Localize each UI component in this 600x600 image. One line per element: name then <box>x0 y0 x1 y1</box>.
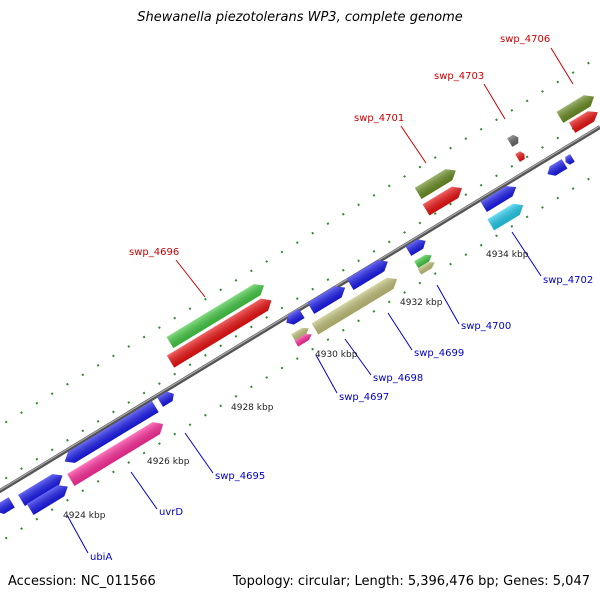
gene-label-swp-4702[interactable]: swp_4702 <box>543 275 593 286</box>
gene-swp-4697-c-shading <box>291 327 309 342</box>
gene-label-swp-4695[interactable]: swp_4695 <box>215 471 265 482</box>
gene-label-swp-4701[interactable]: swp_4701 <box>354 113 404 124</box>
gene-swp-4703-cds-shading <box>515 151 525 162</box>
gene-label-ubia[interactable]: ubiA <box>90 552 112 563</box>
gene-label-swp-4697[interactable]: swp_4697 <box>339 392 389 403</box>
kbp-label: 4924 kbp <box>63 511 106 521</box>
kbp-label: 4932 kbp <box>400 298 443 308</box>
gene-swp-4697-shading <box>294 334 312 347</box>
gene-features <box>0 95 598 515</box>
gene-swp-4701-cds-shading <box>422 186 462 216</box>
gene-labels: swp_4706 swp_4703 swp_4701 swp_4696 swp_… <box>90 34 593 563</box>
gene-label-swp-4698[interactable]: swp_4698 <box>373 373 423 384</box>
gene-swp-4703-shading <box>507 134 519 147</box>
kbp-scale-labels: 4924 kbp 4926 kbp 4928 kbp 4930 kbp 4932… <box>63 250 529 521</box>
leader-ubia <box>66 514 89 554</box>
leader-swp-4703 <box>483 83 506 120</box>
gene-label-uvrd[interactable]: uvrD <box>159 507 183 518</box>
gene-swp-4700-shading <box>417 262 435 275</box>
gene-ubiA-b-shading <box>18 474 63 507</box>
middle-tick-ring <box>0 111 600 484</box>
kbp-label: 4934 kbp <box>486 250 529 260</box>
leader-swp-4701 <box>400 125 427 164</box>
gene-label-swp-4700[interactable]: swp_4700 <box>461 321 511 332</box>
gene-swp-4697-b-shading <box>286 308 305 325</box>
leader-uvrd <box>130 471 158 510</box>
kbp-label: 4930 kbp <box>315 350 358 360</box>
gene-swp-4699-b-shading <box>346 260 388 290</box>
gene-swp-4704-shading <box>547 159 568 176</box>
gene-label-swp-4703[interactable]: swp_4703 <box>434 71 484 82</box>
gene-swp-4700-b-shading <box>405 239 426 256</box>
gene-label-swp-4706[interactable]: swp_4706 <box>500 34 550 45</box>
gene-swp-4696-cds-shading <box>166 298 272 368</box>
gene-swp-4705-shading <box>565 154 575 165</box>
kbp-label: 4926 kbp <box>147 457 190 467</box>
gene-swp-4698-shading <box>307 286 346 314</box>
gene-swp-4706-cds-shading <box>569 111 598 133</box>
leader-swp-4700 <box>436 284 460 325</box>
leader-swp-4702 <box>511 231 542 277</box>
gene-swp-4706-shading <box>556 95 595 123</box>
gene-swp-4702-shading <box>487 203 524 231</box>
leader-swp-4706 <box>550 47 574 85</box>
gene-label-swp-4696[interactable]: swp_4696 <box>129 247 179 258</box>
gene-edge-shading <box>0 497 15 514</box>
gene-swp-4696-shading <box>166 284 265 349</box>
gene-uvrD-b-shading <box>64 400 159 463</box>
label-leaders <box>66 47 574 554</box>
accession-text: Accession: NC_011566 <box>8 574 156 589</box>
kbp-label: 4928 kbp <box>231 403 274 413</box>
outer-tick-ring <box>0 55 600 428</box>
leader-swp-4699 <box>387 312 413 351</box>
inner-tick-ring <box>0 171 600 544</box>
map-title: Shewanella piezotolerans WP3, complete g… <box>137 10 463 25</box>
gene-swp-4702-a-shading <box>480 186 517 212</box>
gene-swp-4699-shading <box>311 277 398 335</box>
gene-swp-4695-shading <box>157 391 174 407</box>
leader-swp-4697 <box>315 354 338 394</box>
topology-summary: Topology: circular; Length: 5,396,476 bp… <box>232 574 590 589</box>
gene-swp-4701-shading <box>414 169 456 199</box>
gene-ubiA-shading <box>26 485 68 515</box>
leader-swp-4698 <box>344 338 372 376</box>
gene-uvrD-shading <box>67 422 164 486</box>
leader-swp-4695 <box>184 432 214 474</box>
leader-swp-4696 <box>175 259 206 298</box>
gene-swp-4700-c-shading <box>414 254 432 269</box>
gene-label-swp-4699[interactable]: swp_4699 <box>414 348 464 359</box>
